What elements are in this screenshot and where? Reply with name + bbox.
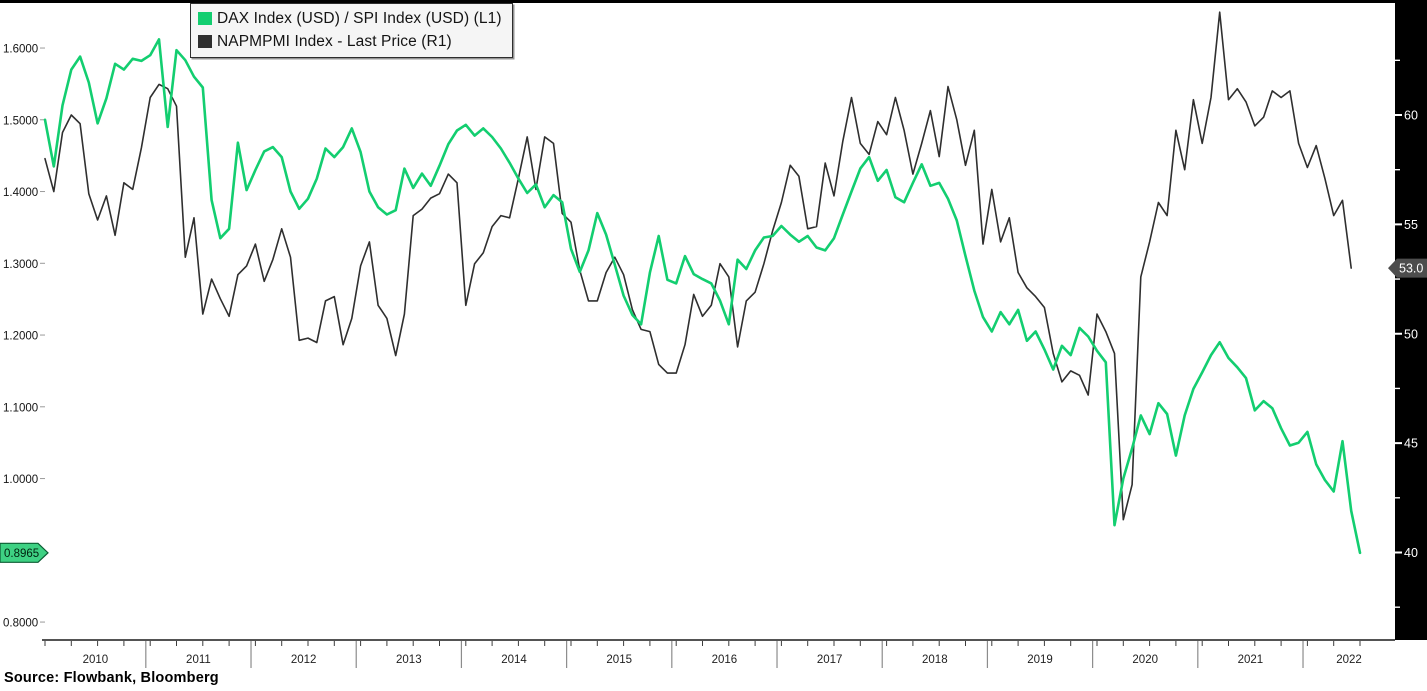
x-axis-year-label: 2018	[922, 654, 948, 666]
right-axis-label: 60	[1404, 109, 1418, 123]
left-axis-label: 1.3000	[3, 259, 38, 271]
x-axis-year-label: 2016	[712, 654, 738, 666]
x-axis-year-label: 2013	[396, 654, 422, 666]
last-price-badge-right-value: 53.0	[1399, 262, 1423, 276]
right-axis-strip	[1395, 3, 1427, 640]
napmpmi-series-swatch-icon	[198, 35, 212, 48]
x-axis-year-label: 2011	[186, 654, 211, 666]
left-axis-label: 1.1000	[3, 402, 38, 414]
right-axis-label: 45	[1404, 437, 1418, 451]
left-axis-label: 1.6000	[3, 44, 38, 56]
left-axis-label: 1.0000	[3, 474, 38, 486]
right-axis-label: 50	[1404, 327, 1418, 341]
last-price-badge-left	[0, 542, 49, 563]
left-axis-label: 1.2000	[3, 331, 38, 343]
x-axis-year-label: 2014	[501, 654, 527, 666]
left-axis-label: 0.8000	[3, 618, 38, 630]
left-axis-label: 1.5000	[3, 115, 38, 127]
last-price-badge-left-value: 0.8965	[4, 548, 39, 560]
left-axis-label: 1.4000	[3, 187, 38, 199]
window-top-border	[0, 0, 1427, 3]
x-axis-year-label: 2015	[606, 654, 632, 666]
legend-item-napmpmi[interactable]: NAPMPMI Index - Last Price (R1)	[198, 30, 502, 53]
right-axis-label: 40	[1404, 546, 1418, 560]
legend-label-dax-spi: DAX Index (USD) / SPI Index (USD) (L1)	[217, 9, 502, 27]
x-axis-year-label: 2017	[817, 654, 843, 666]
x-axis-year-label: 2021	[1238, 654, 1264, 666]
source-note: Source: Flowbank, Bloomberg	[4, 670, 219, 686]
x-axis-year-label: 2012	[291, 654, 317, 666]
napmpmi-line[interactable]	[44, 11, 1352, 521]
x-axis-year-label: 2022	[1336, 654, 1362, 666]
right-axis-label: 55	[1404, 218, 1418, 232]
dax-spi-ratio-line[interactable]	[43, 38, 1362, 555]
x-axis-year-label: 2010	[83, 654, 109, 666]
last-price-badge-right	[1388, 258, 1427, 278]
chart-legend: DAX Index (USD) / SPI Index (USD) (L1) N…	[190, 3, 513, 58]
x-axis-year-label: 2020	[1132, 654, 1158, 666]
dax-spi-series-swatch-icon	[198, 12, 212, 25]
x-axis-year-label: 2019	[1027, 654, 1053, 666]
legend-item-dax-spi[interactable]: DAX Index (USD) / SPI Index (USD) (L1)	[198, 7, 502, 30]
legend-label-napmpmi: NAPMPMI Index - Last Price (R1)	[217, 32, 452, 50]
